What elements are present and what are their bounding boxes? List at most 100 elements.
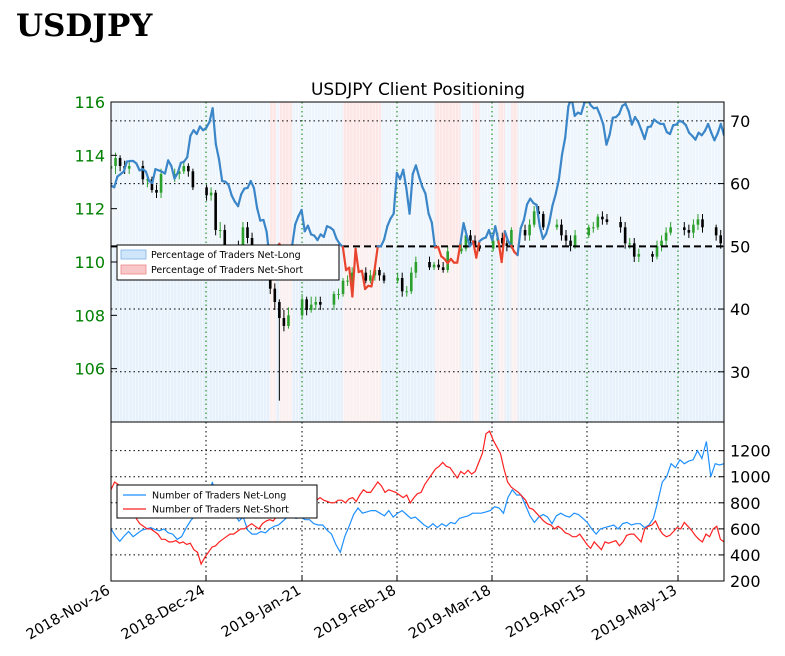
candle-body xyxy=(733,209,736,210)
candle-body xyxy=(623,227,627,244)
candle-body xyxy=(505,243,509,246)
sentiment-band-lower xyxy=(320,246,325,422)
sentiment-band-upper xyxy=(253,102,258,247)
net-long-percentage-segment xyxy=(300,208,306,233)
net-long-percentage-segment xyxy=(294,215,300,226)
candle xyxy=(664,227,668,246)
candle xyxy=(560,219,563,241)
candle-body xyxy=(414,262,418,273)
candle-body xyxy=(683,227,686,230)
candle-body xyxy=(541,214,545,228)
candle-body xyxy=(241,227,245,252)
sentiment-band-upper xyxy=(307,102,312,247)
sentiment-band-lower xyxy=(409,246,414,422)
net-long-percentage-segment xyxy=(475,240,481,259)
candle xyxy=(369,270,372,284)
candle xyxy=(651,251,654,262)
candle xyxy=(341,278,345,297)
sentiment-band-upper xyxy=(206,102,210,247)
sentiment-band-lower xyxy=(209,246,214,422)
sentiment-band-upper xyxy=(606,102,611,247)
sentiment-band-lower xyxy=(263,246,268,422)
net-long-percentage-segment xyxy=(360,269,367,291)
candle xyxy=(300,294,304,318)
candle xyxy=(733,203,736,214)
sentiment-band-upper xyxy=(244,102,249,247)
legend-label-count-long: Number of Traders Net-Long xyxy=(152,491,286,502)
net-long-percentage-segment xyxy=(144,170,151,183)
sentiment-band-upper xyxy=(269,102,274,247)
sentiment-band-lower xyxy=(412,246,417,422)
sentiment-band-upper xyxy=(212,102,217,247)
net-long-percentage-segment xyxy=(560,136,567,156)
sentiment-band-upper xyxy=(390,102,395,247)
sentiment-band-lower xyxy=(393,246,398,422)
candle-body xyxy=(300,299,304,316)
candle xyxy=(309,296,313,313)
sentiment-band-lower xyxy=(444,246,449,422)
net-long-percentage-segment xyxy=(186,134,192,159)
sentiment-band-lower xyxy=(228,246,233,422)
candle-body xyxy=(637,254,641,257)
sentiment-band-lower xyxy=(285,246,290,422)
sentiment-band-lower xyxy=(304,246,309,422)
sentiment-band-upper xyxy=(666,102,671,247)
sentiment-band-upper xyxy=(587,102,592,247)
net-long-percentage-segment xyxy=(516,227,522,257)
sentiment-band-lower xyxy=(142,246,147,422)
net-long-percentage-segment xyxy=(510,244,516,254)
net-long-percentage-segment xyxy=(627,110,633,126)
sentiment-band-lower xyxy=(638,246,642,422)
candle-body xyxy=(473,240,477,246)
candle xyxy=(150,176,154,193)
candle xyxy=(532,206,536,228)
candle-body xyxy=(364,272,368,281)
candle xyxy=(596,214,600,230)
candle xyxy=(187,163,190,177)
candle xyxy=(432,262,436,270)
sentiment-band-upper xyxy=(438,102,442,247)
net-long-percentage-segment xyxy=(500,230,506,264)
net-long-percentage-segment xyxy=(459,221,465,245)
net-long-percentage-segment xyxy=(494,225,500,243)
candle-body xyxy=(510,230,513,246)
candle-body xyxy=(437,264,440,268)
legend-swatch-net-short xyxy=(120,264,147,275)
sentiment-band-lower xyxy=(641,246,646,422)
candle-body xyxy=(341,280,345,294)
net-long-percentage-segment xyxy=(236,193,243,208)
sentiment-band-lower xyxy=(701,246,706,422)
candle-body xyxy=(756,206,759,211)
candle xyxy=(428,256,431,270)
candle-body xyxy=(337,294,340,295)
sentiment-band-lower xyxy=(244,246,249,422)
sentiment-band-upper xyxy=(714,102,719,247)
candle-body xyxy=(619,222,622,228)
sentiment-band-lower xyxy=(704,246,709,422)
candle xyxy=(623,222,627,249)
sentiment-band-upper xyxy=(285,102,290,247)
candle xyxy=(751,201,754,217)
sentiment-band-lower xyxy=(174,246,179,422)
net-long-percentage-segment xyxy=(707,122,713,134)
sentiment-band-lower xyxy=(415,246,420,422)
sentiment-band-upper xyxy=(412,102,417,247)
candle-body xyxy=(491,240,495,249)
candle xyxy=(246,222,249,244)
net-long-percentage-segment xyxy=(554,178,560,196)
candle-body xyxy=(223,230,227,246)
sentiment-band-upper xyxy=(326,102,331,247)
bottom-axis-tick-label: 800 xyxy=(730,494,761,513)
candle xyxy=(692,219,695,238)
sentiment-band-lower xyxy=(650,246,655,422)
net-long-percentage-segment xyxy=(618,104,624,116)
net-long-percentage-segment xyxy=(383,225,389,241)
sentiment-band-upper xyxy=(574,102,579,247)
sentiment-band-upper xyxy=(447,102,452,247)
sentiment-band-lower xyxy=(673,246,677,422)
net-long-percentage-segment xyxy=(170,164,176,180)
sentiment-band-upper xyxy=(238,102,242,247)
candle xyxy=(460,243,463,254)
sentiment-band-upper xyxy=(180,102,185,247)
sentiment-band-upper xyxy=(600,102,604,247)
